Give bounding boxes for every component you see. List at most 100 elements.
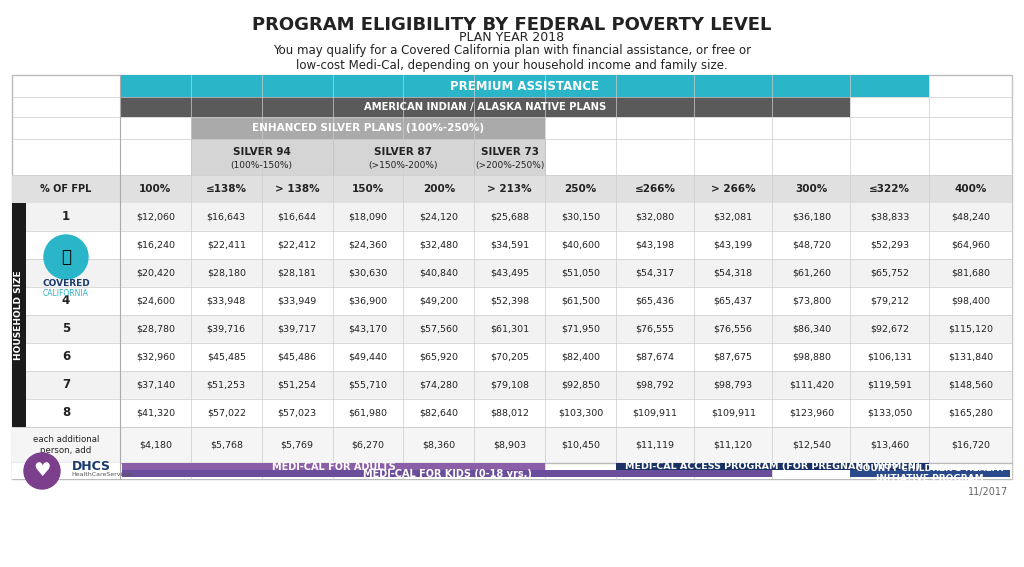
Bar [12,203,1012,231]
Text: $18,090: $18,090 [348,213,387,222]
Bar [190,117,545,139]
Bar [12,287,1012,315]
Text: $30,150: $30,150 [561,213,600,222]
Text: SILVER 73: SILVER 73 [480,147,539,157]
Text: $52,398: $52,398 [490,297,529,306]
Bar [12,427,1012,463]
Bar [12,75,1012,479]
Text: $98,792: $98,792 [636,380,675,390]
Text: each additional
person, add: each additional person, add [33,435,99,455]
Text: $5,769: $5,769 [281,441,313,450]
Text: $4,180: $4,180 [139,441,172,450]
Text: $24,360: $24,360 [348,240,387,249]
Text: $43,170: $43,170 [348,324,387,333]
Text: $32,960: $32,960 [136,353,175,362]
Text: DHCS: DHCS [72,460,111,473]
Text: You may qualify for a Covered California plan with financial assistance, or free: You may qualify for a Covered California… [273,44,751,72]
Text: $111,420: $111,420 [788,380,834,390]
Text: $57,560: $57,560 [420,324,459,333]
Text: $32,080: $32,080 [636,213,675,222]
Text: $61,260: $61,260 [792,269,830,277]
Text: $16,644: $16,644 [278,213,316,222]
Bar [12,463,1012,479]
Text: $109,911: $109,911 [711,408,756,417]
Bar [851,470,1010,477]
Text: $48,720: $48,720 [792,240,830,249]
Text: 200%: 200% [423,184,455,194]
Text: $5,768: $5,768 [210,441,243,450]
Bar [12,399,1012,427]
Text: $54,318: $54,318 [714,269,753,277]
Text: $76,555: $76,555 [636,324,675,333]
Circle shape [24,453,60,489]
Text: $43,495: $43,495 [490,269,529,277]
Text: $55,710: $55,710 [348,380,387,390]
Text: $24,120: $24,120 [420,213,459,222]
Text: 300%: 300% [796,184,827,194]
Bar [190,139,333,175]
Text: $48,240: $48,240 [951,213,990,222]
Bar [12,259,1012,287]
Text: $52,293: $52,293 [870,240,909,249]
Text: > 138%: > 138% [274,184,319,194]
Text: $71,950: $71,950 [561,324,600,333]
Text: $133,050: $133,050 [867,408,912,417]
Text: $131,840: $131,840 [948,353,993,362]
Text: 5: 5 [61,323,70,336]
Text: MEDI-CAL FOR KIDS (0-18 yrs.): MEDI-CAL FOR KIDS (0-18 yrs.) [362,469,531,479]
Bar [12,315,1012,343]
Text: $79,108: $79,108 [490,380,529,390]
Text: $33,948: $33,948 [207,297,246,306]
Text: SILVER 94: SILVER 94 [232,147,291,157]
Text: $65,752: $65,752 [870,269,909,277]
Text: $54,317: $54,317 [636,269,675,277]
Text: 7: 7 [61,379,70,391]
Text: 1: 1 [61,210,70,223]
Text: $45,485: $45,485 [207,353,246,362]
Text: $98,880: $98,880 [792,353,830,362]
Bar [120,75,929,97]
Text: (>200%-250%): (>200%-250%) [475,161,545,170]
Text: $6,270: $6,270 [351,441,384,450]
Bar [12,203,26,427]
Text: $115,120: $115,120 [948,324,993,333]
Text: HOUSEHOLD SIZE: HOUSEHOLD SIZE [14,270,24,360]
Text: $30,630: $30,630 [348,269,388,277]
Text: $22,411: $22,411 [207,240,246,249]
Text: (>150%-200%): (>150%-200%) [369,161,438,170]
Text: COVERED: COVERED [42,278,90,287]
Text: $37,140: $37,140 [136,380,175,390]
Text: $92,850: $92,850 [561,380,600,390]
Text: $98,400: $98,400 [951,297,990,306]
Text: $49,440: $49,440 [348,353,387,362]
Text: $57,023: $57,023 [278,408,316,417]
Text: $34,591: $34,591 [490,240,529,249]
Text: $86,340: $86,340 [792,324,830,333]
Text: $28,180: $28,180 [207,269,246,277]
Text: $74,280: $74,280 [420,380,459,390]
Text: $123,960: $123,960 [788,408,834,417]
Text: $36,900: $36,900 [348,297,387,306]
Text: $28,780: $28,780 [136,324,175,333]
Text: CALIFORNIA: CALIFORNIA [43,289,89,298]
Text: 8: 8 [61,407,70,420]
Text: $38,833: $38,833 [869,213,909,222]
Text: 11/2017: 11/2017 [968,487,1008,497]
Text: $81,680: $81,680 [951,269,990,277]
Text: 3: 3 [61,266,70,280]
Bar [12,343,1012,371]
Text: $92,672: $92,672 [870,324,909,333]
Text: $11,120: $11,120 [714,441,753,450]
Text: $20,420: $20,420 [136,269,175,277]
Text: SILVER 87: SILVER 87 [375,147,432,157]
Text: $87,675: $87,675 [714,353,753,362]
Text: $10,450: $10,450 [561,441,600,450]
Text: $13,460: $13,460 [870,441,909,450]
Text: $65,436: $65,436 [636,297,675,306]
Text: MEDI-CAL ACCESS PROGRAM (FOR PREGNANT WOMEN): MEDI-CAL ACCESS PROGRAM (FOR PREGNANT WO… [625,462,920,471]
Text: 6: 6 [61,350,70,363]
Text: $43,198: $43,198 [636,240,675,249]
Text: $70,205: $70,205 [490,353,529,362]
Text: $33,949: $33,949 [278,297,316,306]
Text: $39,717: $39,717 [278,324,316,333]
